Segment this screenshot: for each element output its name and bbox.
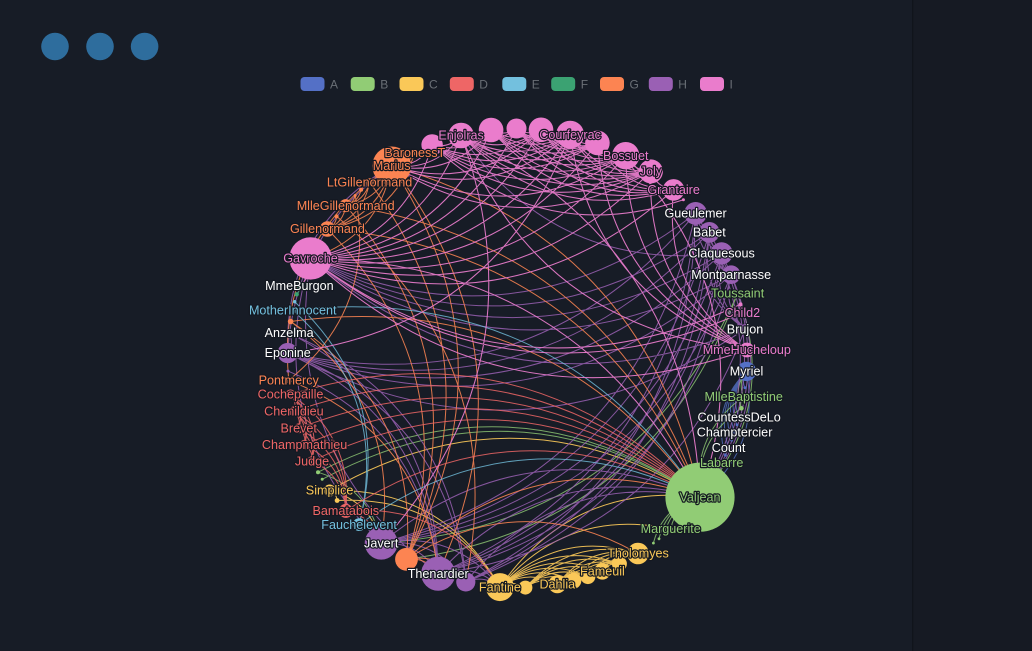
- svg-text:Brevet: Brevet: [280, 422, 317, 436]
- svg-text:LtGillenormand: LtGillenormand: [327, 176, 412, 190]
- svg-text:MotherInnocent: MotherInnocent: [249, 303, 337, 317]
- svg-text:Judge: Judge: [295, 454, 329, 468]
- svg-text:C: C: [429, 78, 438, 92]
- svg-text:G: G: [630, 78, 639, 92]
- svg-text:Simplice: Simplice: [306, 484, 354, 498]
- svg-text:Claquesous: Claquesous: [688, 247, 755, 261]
- svg-text:Labarre: Labarre: [700, 456, 743, 470]
- svg-text:Grantaire: Grantaire: [647, 183, 700, 197]
- svg-text:CountessDeLo: CountessDeLo: [697, 411, 780, 425]
- svg-text:Eponine: Eponine: [265, 346, 311, 360]
- svg-text:Fantine: Fantine: [479, 580, 521, 594]
- svg-text:Courfeyrac: Courfeyrac: [539, 128, 601, 142]
- svg-text:Valjean: Valjean: [679, 490, 720, 504]
- svg-text:F: F: [581, 78, 588, 92]
- svg-text:Tholomyes: Tholomyes: [607, 547, 669, 561]
- svg-text:Dahlia: Dahlia: [539, 578, 575, 592]
- svg-text:Child2: Child2: [724, 306, 760, 320]
- svg-text:Bamatabois: Bamatabois: [313, 504, 380, 518]
- svg-text:E: E: [532, 78, 540, 92]
- svg-text:A: A: [330, 78, 338, 92]
- svg-text:Anzelma: Anzelma: [265, 326, 314, 340]
- svg-text:Cochepaille: Cochepaille: [258, 388, 324, 402]
- svg-text:MmeHucheloup: MmeHucheloup: [703, 343, 791, 357]
- svg-text:BaronessT: BaronessT: [384, 146, 445, 160]
- svg-text:Gavroche: Gavroche: [283, 252, 338, 266]
- svg-text:Montparnasse: Montparnasse: [691, 268, 771, 282]
- svg-text:Thenardier: Thenardier: [408, 567, 469, 581]
- svg-text:Champmathieu: Champmathieu: [262, 438, 347, 452]
- svg-text:Joly: Joly: [640, 165, 663, 179]
- svg-text:Gueulemer: Gueulemer: [664, 207, 726, 221]
- svg-text:Chenildieu: Chenildieu: [264, 405, 324, 419]
- svg-text:Myriel: Myriel: [730, 365, 764, 379]
- svg-text:Marius: Marius: [373, 159, 411, 173]
- svg-text:Toussaint: Toussaint: [711, 287, 765, 301]
- svg-text:Enjolras: Enjolras: [438, 129, 484, 143]
- svg-text:Fauchelevent: Fauchelevent: [321, 518, 397, 532]
- svg-text:D: D: [479, 78, 488, 92]
- svg-text:Brujon: Brujon: [727, 322, 763, 336]
- svg-text:Fameuil: Fameuil: [580, 565, 625, 579]
- svg-text:MmeBurgon: MmeBurgon: [265, 279, 334, 293]
- svg-text:Bossuet: Bossuet: [603, 149, 649, 163]
- svg-text:Marguerite: Marguerite: [641, 522, 701, 536]
- svg-text:Javert: Javert: [364, 536, 399, 550]
- svg-text:I: I: [730, 78, 733, 92]
- svg-text:Champtercier: Champtercier: [697, 426, 773, 440]
- svg-text:Pontmercy: Pontmercy: [259, 374, 320, 388]
- svg-text:Count: Count: [712, 441, 746, 455]
- svg-text:Babet: Babet: [693, 226, 726, 240]
- svg-text:B: B: [380, 78, 388, 92]
- svg-text:H: H: [678, 78, 687, 92]
- svg-text:Gillenormand: Gillenormand: [290, 222, 365, 236]
- svg-text:MlleGillenormand: MlleGillenormand: [297, 199, 395, 213]
- svg-text:MlleBaptistine: MlleBaptistine: [704, 390, 782, 404]
